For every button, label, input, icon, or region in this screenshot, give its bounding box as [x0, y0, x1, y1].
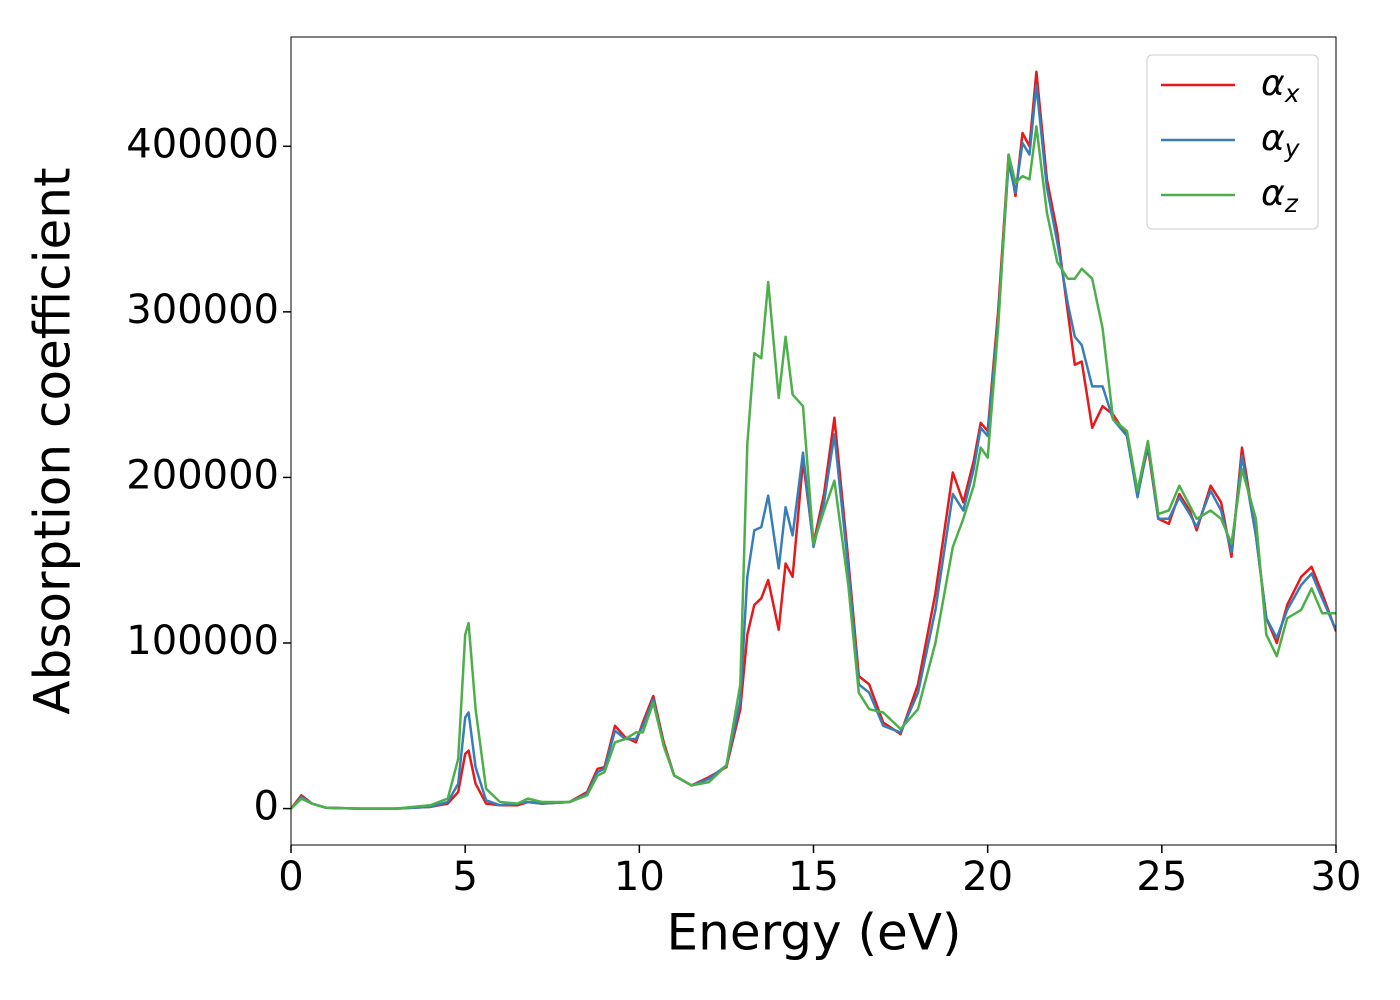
legend-box [1146, 54, 1319, 230]
y-axis-label: Absorption coefficient [24, 167, 82, 714]
legend-label: αz [1261, 173, 1299, 218]
x-tick-label: 10 [614, 854, 665, 900]
y-tick-label: 200000 [126, 452, 279, 498]
x-tick-label: 15 [788, 854, 839, 900]
x-tick-label: 30 [1311, 854, 1362, 900]
y-tick-label: 0 [254, 784, 279, 830]
series-line [291, 125, 1336, 810]
y-tick-label: 100000 [126, 618, 279, 664]
x-tick-label: 25 [1136, 854, 1187, 900]
legend-label: αy [1261, 118, 1301, 163]
y-tick-label: 400000 [126, 121, 279, 167]
y-tick-label: 300000 [126, 287, 279, 333]
x-tick-label: 5 [452, 854, 477, 900]
legend-label: αx [1261, 63, 1300, 108]
x-tick-label: 0 [278, 854, 303, 900]
x-axis-label: Energy (eV) [667, 904, 962, 962]
x-tick-label: 20 [962, 854, 1013, 900]
plot-frame [290, 36, 1337, 846]
